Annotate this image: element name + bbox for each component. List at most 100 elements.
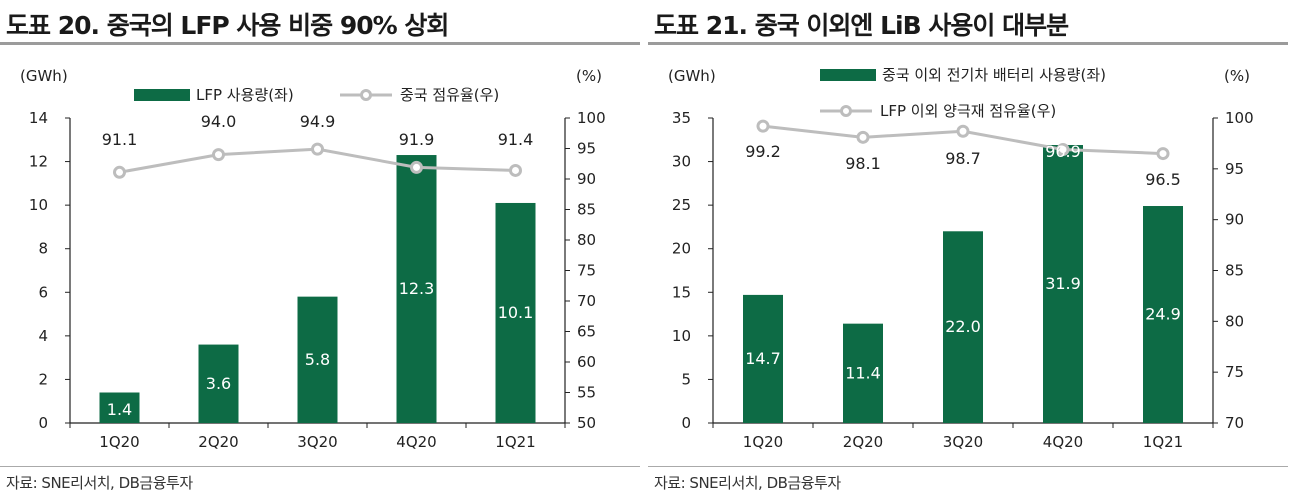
- bar: [396, 155, 437, 423]
- line-data-label: 94.9: [300, 112, 336, 131]
- line-point: [1156, 147, 1170, 161]
- right-tick-label: 75: [577, 262, 596, 280]
- legend-line-label: 중국 점유율(우): [400, 86, 499, 104]
- legend-line-marker: [360, 89, 372, 101]
- left-tick-label: 6: [38, 283, 48, 301]
- chart-source: 자료: SNE리서치, DB금융투자: [654, 474, 841, 492]
- bar: [297, 296, 338, 423]
- chart-title: 도표 21. 중국 이외엔 LiB 사용이 대부분: [654, 11, 1069, 40]
- line-point: [856, 130, 870, 144]
- line-data-label: 91.9: [399, 130, 435, 149]
- legend-line-marker: [840, 105, 852, 117]
- chart-panel-non-china-lib: 도표 21. 중국 이외엔 LiB 사용이 대부분 (GWh) (%) 중국 이외 …: [648, 0, 1288, 503]
- x-tick-label: 1Q21: [1143, 433, 1183, 451]
- left-tick-label: 12: [29, 153, 48, 171]
- right-tick-label: 60: [577, 353, 596, 371]
- bar-data-label: 5.8: [305, 350, 330, 369]
- legend-bar-label: LFP 사용량(좌): [196, 86, 294, 104]
- bar-data-label: 3.6: [206, 374, 231, 393]
- left-tick-label: 25: [672, 196, 691, 214]
- bar-data-label: 24.9: [1145, 305, 1181, 324]
- bar-data-label: 1.4: [107, 400, 132, 419]
- bar-data-label: 31.9: [1045, 274, 1081, 293]
- x-tick-label: 3Q20: [943, 433, 983, 451]
- right-tick-label: 55: [577, 384, 596, 402]
- title-divider: [648, 42, 1288, 45]
- line-data-label: 98.1: [845, 154, 881, 173]
- bar: [843, 323, 883, 423]
- source-divider: [0, 466, 640, 467]
- left-tick-label: 5: [681, 370, 691, 388]
- left-tick-label: 20: [672, 240, 691, 258]
- right-tick-label: 100: [1225, 109, 1254, 127]
- bar-data-label: 14.7: [745, 349, 781, 368]
- chart-area: (GWh) (%) 중국 이외 전기차 배터리 사용량(좌) LFP 이외 양극재 점…: [668, 66, 1254, 451]
- right-tick-label: 95: [577, 140, 596, 158]
- line-point: [113, 165, 126, 179]
- left-tick-label: 10: [29, 196, 48, 214]
- bar: [1143, 206, 1183, 423]
- legend-bar-swatch: [820, 69, 876, 81]
- chart-source: 자료: SNE리서치, DB금융투자: [6, 474, 193, 492]
- bar-data-label: 12.3: [399, 279, 435, 298]
- line-point: [1056, 143, 1070, 157]
- right-tick-label: 80: [577, 231, 596, 249]
- right-tick-label: 85: [1225, 262, 1244, 280]
- left-tick-label: 4: [38, 327, 48, 345]
- title-divider: [0, 42, 640, 45]
- right-tick-label: 80: [1225, 312, 1244, 330]
- right-tick-label: 100: [577, 109, 606, 127]
- x-tick-label: 1Q20: [99, 433, 139, 451]
- x-tick-label: 4Q20: [396, 433, 436, 451]
- line-point: [311, 142, 324, 156]
- x-tick-label: 1Q21: [495, 433, 535, 451]
- left-axis-unit: (GWh): [668, 67, 716, 85]
- bar-data-label: 10.1: [498, 303, 534, 322]
- line-data-label: 91.1: [102, 130, 138, 149]
- bar: [1043, 145, 1083, 423]
- left-tick-label: 0: [681, 414, 691, 432]
- line-data-label: 98.7: [945, 149, 981, 168]
- legend-line-label: LFP 이외 양극재 점유율(우): [880, 102, 1056, 120]
- right-tick-label: 90: [1225, 211, 1244, 229]
- right-tick-label: 90: [577, 170, 596, 188]
- line-point: [509, 163, 522, 177]
- legend-bar-label: 중국 이외 전기차 배터리 사용량(좌): [882, 66, 1106, 84]
- line-point: [212, 148, 225, 162]
- line-data-label: 91.4: [498, 130, 534, 149]
- right-tick-label: 85: [577, 201, 596, 219]
- right-tick-label: 95: [1225, 160, 1244, 178]
- bar: [943, 231, 983, 423]
- x-tick-label: 2Q20: [198, 433, 238, 451]
- x-tick-label: 4Q20: [1043, 433, 1083, 451]
- line-point: [956, 124, 970, 138]
- x-tick-label: 2Q20: [843, 433, 883, 451]
- x-tick-label: 1Q20: [743, 433, 783, 451]
- left-tick-label: 30: [672, 153, 691, 171]
- left-tick-label: 14: [29, 109, 48, 127]
- chart-title: 도표 20. 중국의 LFP 사용 비중 90% 상회: [6, 11, 449, 40]
- right-tick-label: 65: [577, 323, 596, 341]
- right-tick-label: 70: [1225, 414, 1244, 432]
- line-data-label: 96.5: [1145, 170, 1181, 189]
- line-data-label: 94.0: [201, 112, 237, 131]
- bar-data-label: 22.0: [945, 317, 981, 336]
- bar: [743, 294, 783, 423]
- source-divider: [648, 466, 1288, 467]
- right-tick-label: 75: [1225, 363, 1244, 381]
- bar: [495, 202, 536, 423]
- right-tick-label: 50: [577, 414, 596, 432]
- line-data-label: 96.9: [1045, 142, 1081, 161]
- right-tick-label: 70: [577, 292, 596, 310]
- left-axis-unit: (GWh): [20, 67, 68, 85]
- legend-bar-swatch: [134, 89, 190, 101]
- left-tick-label: 35: [672, 109, 691, 127]
- left-tick-label: 2: [38, 370, 48, 388]
- right-axis-unit: (%): [576, 67, 602, 85]
- left-tick-label: 8: [38, 240, 48, 258]
- line-point: [756, 119, 770, 133]
- left-tick-label: 0: [38, 414, 48, 432]
- left-tick-label: 15: [672, 283, 691, 301]
- line-point: [410, 160, 423, 174]
- line-data-label: 99.2: [745, 142, 781, 161]
